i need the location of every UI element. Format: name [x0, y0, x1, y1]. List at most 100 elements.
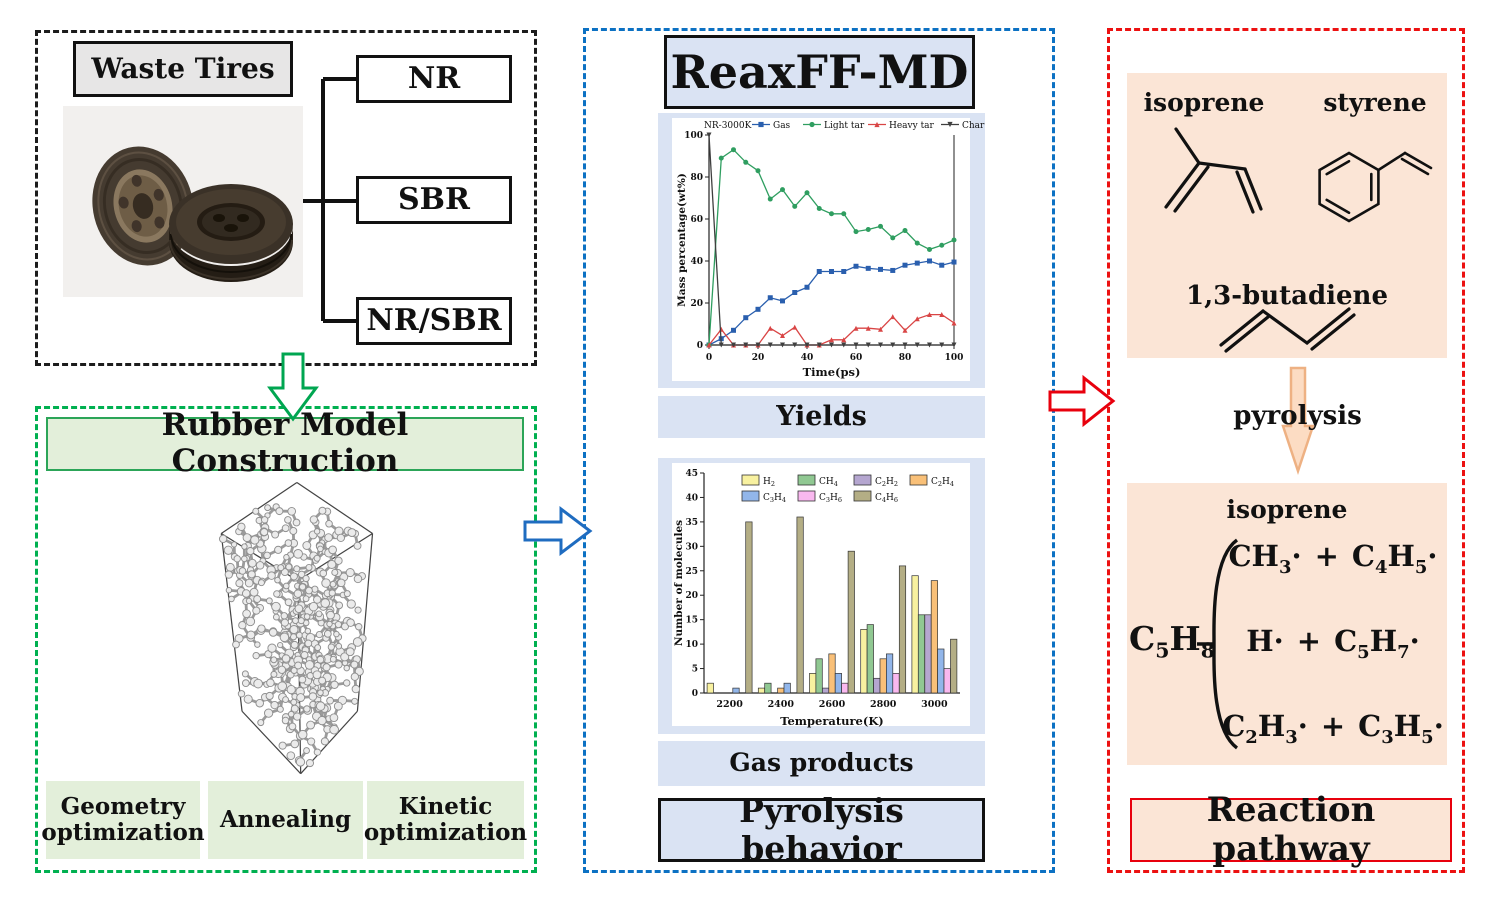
svg-text:100: 100: [684, 131, 703, 141]
down-arrow-peach-icon: [1281, 366, 1315, 475]
monomers-box: isoprene styrene: [1127, 73, 1447, 358]
waste-tires-title: Waste Tires: [91, 51, 275, 85]
rubber-model-title-box: Rubber Model Construction: [46, 407, 524, 479]
reaction-term: C4H5·: [1351, 539, 1438, 578]
reaction-term: H·: [1246, 624, 1284, 658]
svg-text:40: 40: [690, 257, 703, 267]
reaction-row-3: C2H3· + C3H5·: [1222, 709, 1444, 746]
svg-text:20: 20: [690, 299, 703, 309]
styrene-structure: [1318, 151, 1433, 223]
yields-label-box: Yields: [658, 396, 985, 438]
nr-label: NR: [407, 60, 461, 96]
reaction-pathway-title: Reaction pathway: [1206, 789, 1376, 869]
rubber-model-3d-structure: [218, 481, 374, 775]
reaction-row-1: CH3· + C4H5·: [1227, 539, 1439, 578]
plus-sign: +: [1296, 624, 1322, 658]
reaction-term: CH3·: [1228, 539, 1302, 578]
svg-text:H2: H2: [763, 477, 775, 488]
nr-sbr-label: NR/SBR: [366, 302, 502, 338]
svg-text:Time(ps): Time(ps): [803, 365, 861, 379]
branch-connector-lines: [303, 77, 356, 323]
pyrolysis-behavior-box: Pyrolysis behavior: [658, 792, 985, 867]
svg-text:2200: 2200: [716, 699, 743, 710]
svg-text:35: 35: [685, 518, 698, 528]
svg-text:C3H6: C3H6: [819, 493, 842, 504]
svg-text:80: 80: [690, 173, 703, 183]
svg-text:NR-3000K: NR-3000K: [704, 121, 752, 131]
styrene-label-wrap: styrene: [1319, 87, 1431, 119]
sbr-label: SBR: [398, 181, 470, 217]
right-arrow-red-icon: [1048, 374, 1116, 428]
svg-text:0: 0: [697, 341, 703, 351]
reaxff-title-box: ReaxFF-MD: [664, 35, 975, 109]
waste-tires-panel: Waste Tires: [35, 30, 537, 366]
styrene-label: styrene: [1323, 87, 1427, 117]
svg-text:Char: Char: [962, 121, 985, 131]
svg-text:Light tar: Light tar: [824, 121, 865, 131]
reaction-row-2: H· + C5H7·: [1227, 624, 1439, 661]
svg-text:3000: 3000: [921, 699, 948, 710]
svg-text:40: 40: [801, 353, 814, 363]
decomposition-box: isoprene C5H8 CH3· + C4H5· H· + C5H7·: [1127, 483, 1447, 765]
svg-text:Temperature(K): Temperature(K): [780, 714, 884, 728]
svg-text:25: 25: [685, 567, 698, 577]
svg-text:20: 20: [752, 353, 765, 363]
pyrolysis-behavior-label: Pyrolysis behavior: [739, 791, 904, 868]
svg-text:2400: 2400: [768, 699, 795, 710]
gas-products-label-box: Gas products: [658, 741, 985, 786]
rubber-model-panel: Rubber Model Construction Geometry optim…: [35, 406, 537, 873]
svg-text:10: 10: [685, 640, 698, 650]
reaction-term: C2H3·: [1222, 709, 1308, 748]
plus-sign: +: [1314, 539, 1339, 573]
gas-products-chart-container: 0 5 10 15 20 25 30 35 40 45 2200 2400 2600 2800 3000 Te…: [658, 458, 985, 734]
rubber-model-title: Rubber Model Construction: [161, 407, 409, 479]
reaction-rows: CH3· + C4H5· H· + C5H7· C2H3· + C3H5·: [1222, 539, 1444, 746]
right-arrow-blue-icon: [523, 505, 593, 557]
gas-products-bar-chart: 0 5 10 15 20 25 30 35 40 45 2200 2400 2600 2800 3000 Te…: [672, 463, 970, 728]
waste-tires-title-box: Waste Tires: [73, 41, 293, 97]
svg-text:2600: 2600: [819, 699, 846, 710]
svg-text:C2H2: C2H2: [875, 477, 898, 488]
reaction-pathway-title-box: Reaction pathway: [1130, 790, 1452, 869]
svg-text:C3H4: C3H4: [763, 493, 786, 504]
nr-box: NR: [356, 55, 512, 103]
svg-text:20: 20: [685, 591, 698, 601]
svg-text:C2H4: C2H4: [931, 477, 954, 488]
pyrolysis-label: pyrolysis: [1233, 401, 1362, 432]
step-kinetic-optimization: Kinetic optimization: [363, 781, 528, 859]
reaction-term: C3H5·: [1358, 709, 1444, 748]
svg-text:Number of molecules: Number of molecules: [673, 520, 685, 646]
svg-text:5: 5: [692, 665, 698, 675]
reaxff-title: ReaxFF-MD: [670, 44, 969, 99]
reaxff-panel: ReaxFF-MD 0 20 40 60 80 100 0 20 40 60 80 100 Time(p…: [583, 28, 1055, 873]
yields-chart-container: 0 20 40 60 80 100 0 20 40 60 80 100 Time(ps) Mass per…: [658, 113, 985, 388]
butadiene-label: 1,3-butadiene: [1185, 281, 1388, 312]
gas-products-label: Gas products: [729, 748, 914, 778]
step-annealing: Annealing: [208, 781, 363, 859]
decomposition-title: isoprene: [1226, 495, 1348, 524]
svg-text:Mass percentage(wt%): Mass percentage(wt%): [676, 173, 688, 307]
svg-text:0: 0: [706, 353, 712, 363]
nr-sbr-box: NR/SBR: [356, 297, 512, 345]
butadiene-label-wrap: 1,3-butadiene: [1127, 281, 1447, 313]
isoprene-label: isoprene: [1143, 87, 1265, 117]
pyrolysis-label-wrap: pyrolysis: [1210, 400, 1385, 434]
svg-text:60: 60: [690, 215, 703, 225]
yields-label: Yields: [776, 401, 867, 433]
svg-text:CH4: CH4: [819, 477, 838, 488]
svg-text:2800: 2800: [870, 699, 897, 710]
reaction-pathway-panel: isoprene styrene: [1107, 28, 1465, 873]
svg-text:Heavy tar: Heavy tar: [889, 121, 935, 131]
svg-text:0: 0: [692, 689, 698, 699]
step-label: Geometry optimization: [41, 792, 205, 846]
svg-text:40: 40: [685, 493, 698, 503]
step-label: Annealing: [219, 805, 352, 833]
isoprene-structure: [1164, 127, 1263, 214]
svg-text:100: 100: [945, 353, 964, 363]
svg-text:80: 80: [899, 353, 912, 363]
svg-text:15: 15: [685, 616, 698, 626]
yields-line-chart: 0 20 40 60 80 100 0 20 40 60 80 100 Time(ps) Mass per…: [672, 118, 985, 381]
step-geometry-optimization: Geometry optimization: [41, 781, 205, 859]
step-label: Kinetic optimization: [363, 792, 528, 846]
